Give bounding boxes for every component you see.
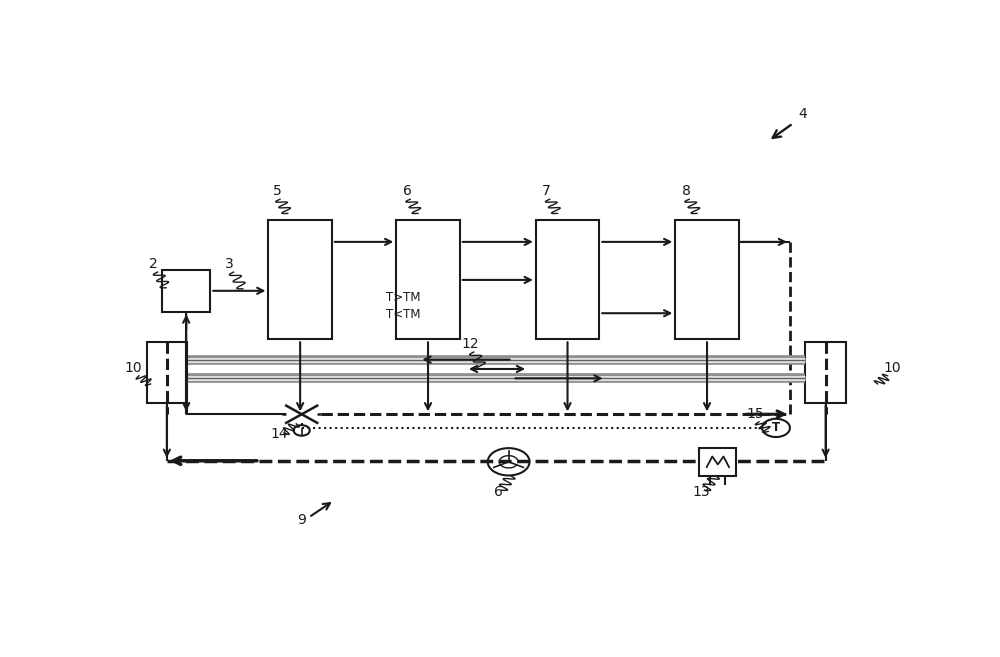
Text: 7: 7 [542, 184, 551, 198]
Text: 2: 2 [149, 257, 158, 271]
Text: T<TM: T<TM [386, 307, 421, 321]
Bar [805, 342, 846, 403]
Text: 13: 13 [693, 486, 710, 499]
Text: 8: 8 [682, 184, 691, 198]
Bar [699, 448, 736, 476]
Bar [536, 221, 599, 340]
Bar [396, 221, 460, 340]
Text: 6: 6 [403, 184, 412, 198]
Text: T: T [772, 421, 780, 434]
Text: 10: 10 [125, 361, 142, 375]
Text: T>TM: T>TM [386, 291, 421, 304]
Bar [675, 221, 739, 340]
Text: 6: 6 [494, 486, 503, 499]
Text: 3: 3 [225, 257, 234, 271]
Text: 5: 5 [273, 184, 281, 198]
Bar [162, 270, 210, 311]
Text: 9: 9 [297, 513, 306, 527]
Bar [268, 221, 332, 340]
Text: 4: 4 [798, 107, 807, 121]
Text: 14: 14 [270, 427, 288, 441]
Bar [147, 342, 187, 403]
Text: 10: 10 [883, 361, 901, 375]
Text: 15: 15 [746, 407, 764, 420]
Text: 12: 12 [462, 337, 479, 351]
